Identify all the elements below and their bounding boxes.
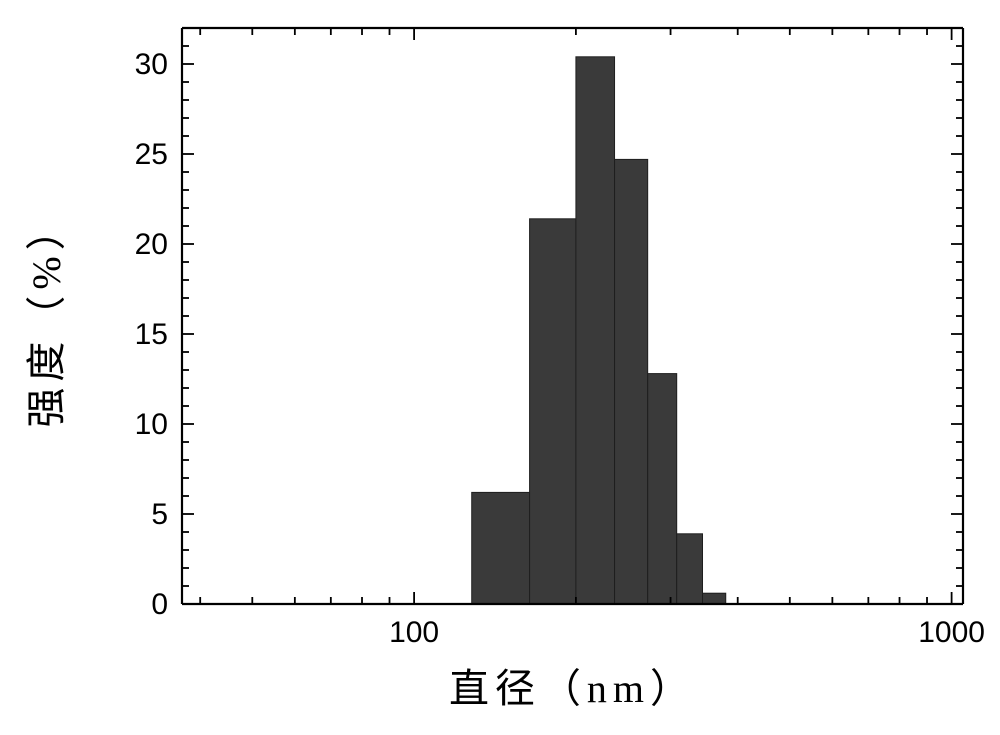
bar-4 [648, 374, 677, 604]
bar-5 [677, 534, 703, 604]
y-tick-label: 5 [151, 498, 168, 531]
x-tick-label: 100 [389, 616, 439, 649]
y-tick-label: 0 [151, 588, 168, 621]
y-tick-label: 20 [135, 228, 168, 261]
y-tick-label: 10 [135, 408, 168, 441]
x-tick-label: 1000 [918, 616, 985, 649]
chart-container: 100 1000 0 5 10 15 20 25 30 直径（nm） 强度（%） [0, 0, 1000, 735]
bar-6 [703, 593, 726, 604]
histogram-chart: 100 1000 0 5 10 15 20 25 30 直径（nm） 强度（%） [0, 0, 1000, 735]
y-tick-label: 15 [135, 318, 168, 351]
bar-2 [576, 57, 615, 604]
bar-3 [615, 159, 648, 604]
y-axis-label: 强度（%） [24, 204, 69, 427]
bar-1 [530, 219, 576, 604]
y-tick-label: 30 [135, 48, 168, 81]
y-tick-label: 25 [135, 138, 168, 171]
bar-0 [472, 492, 530, 604]
x-axis-label: 直径（nm） [449, 666, 696, 711]
